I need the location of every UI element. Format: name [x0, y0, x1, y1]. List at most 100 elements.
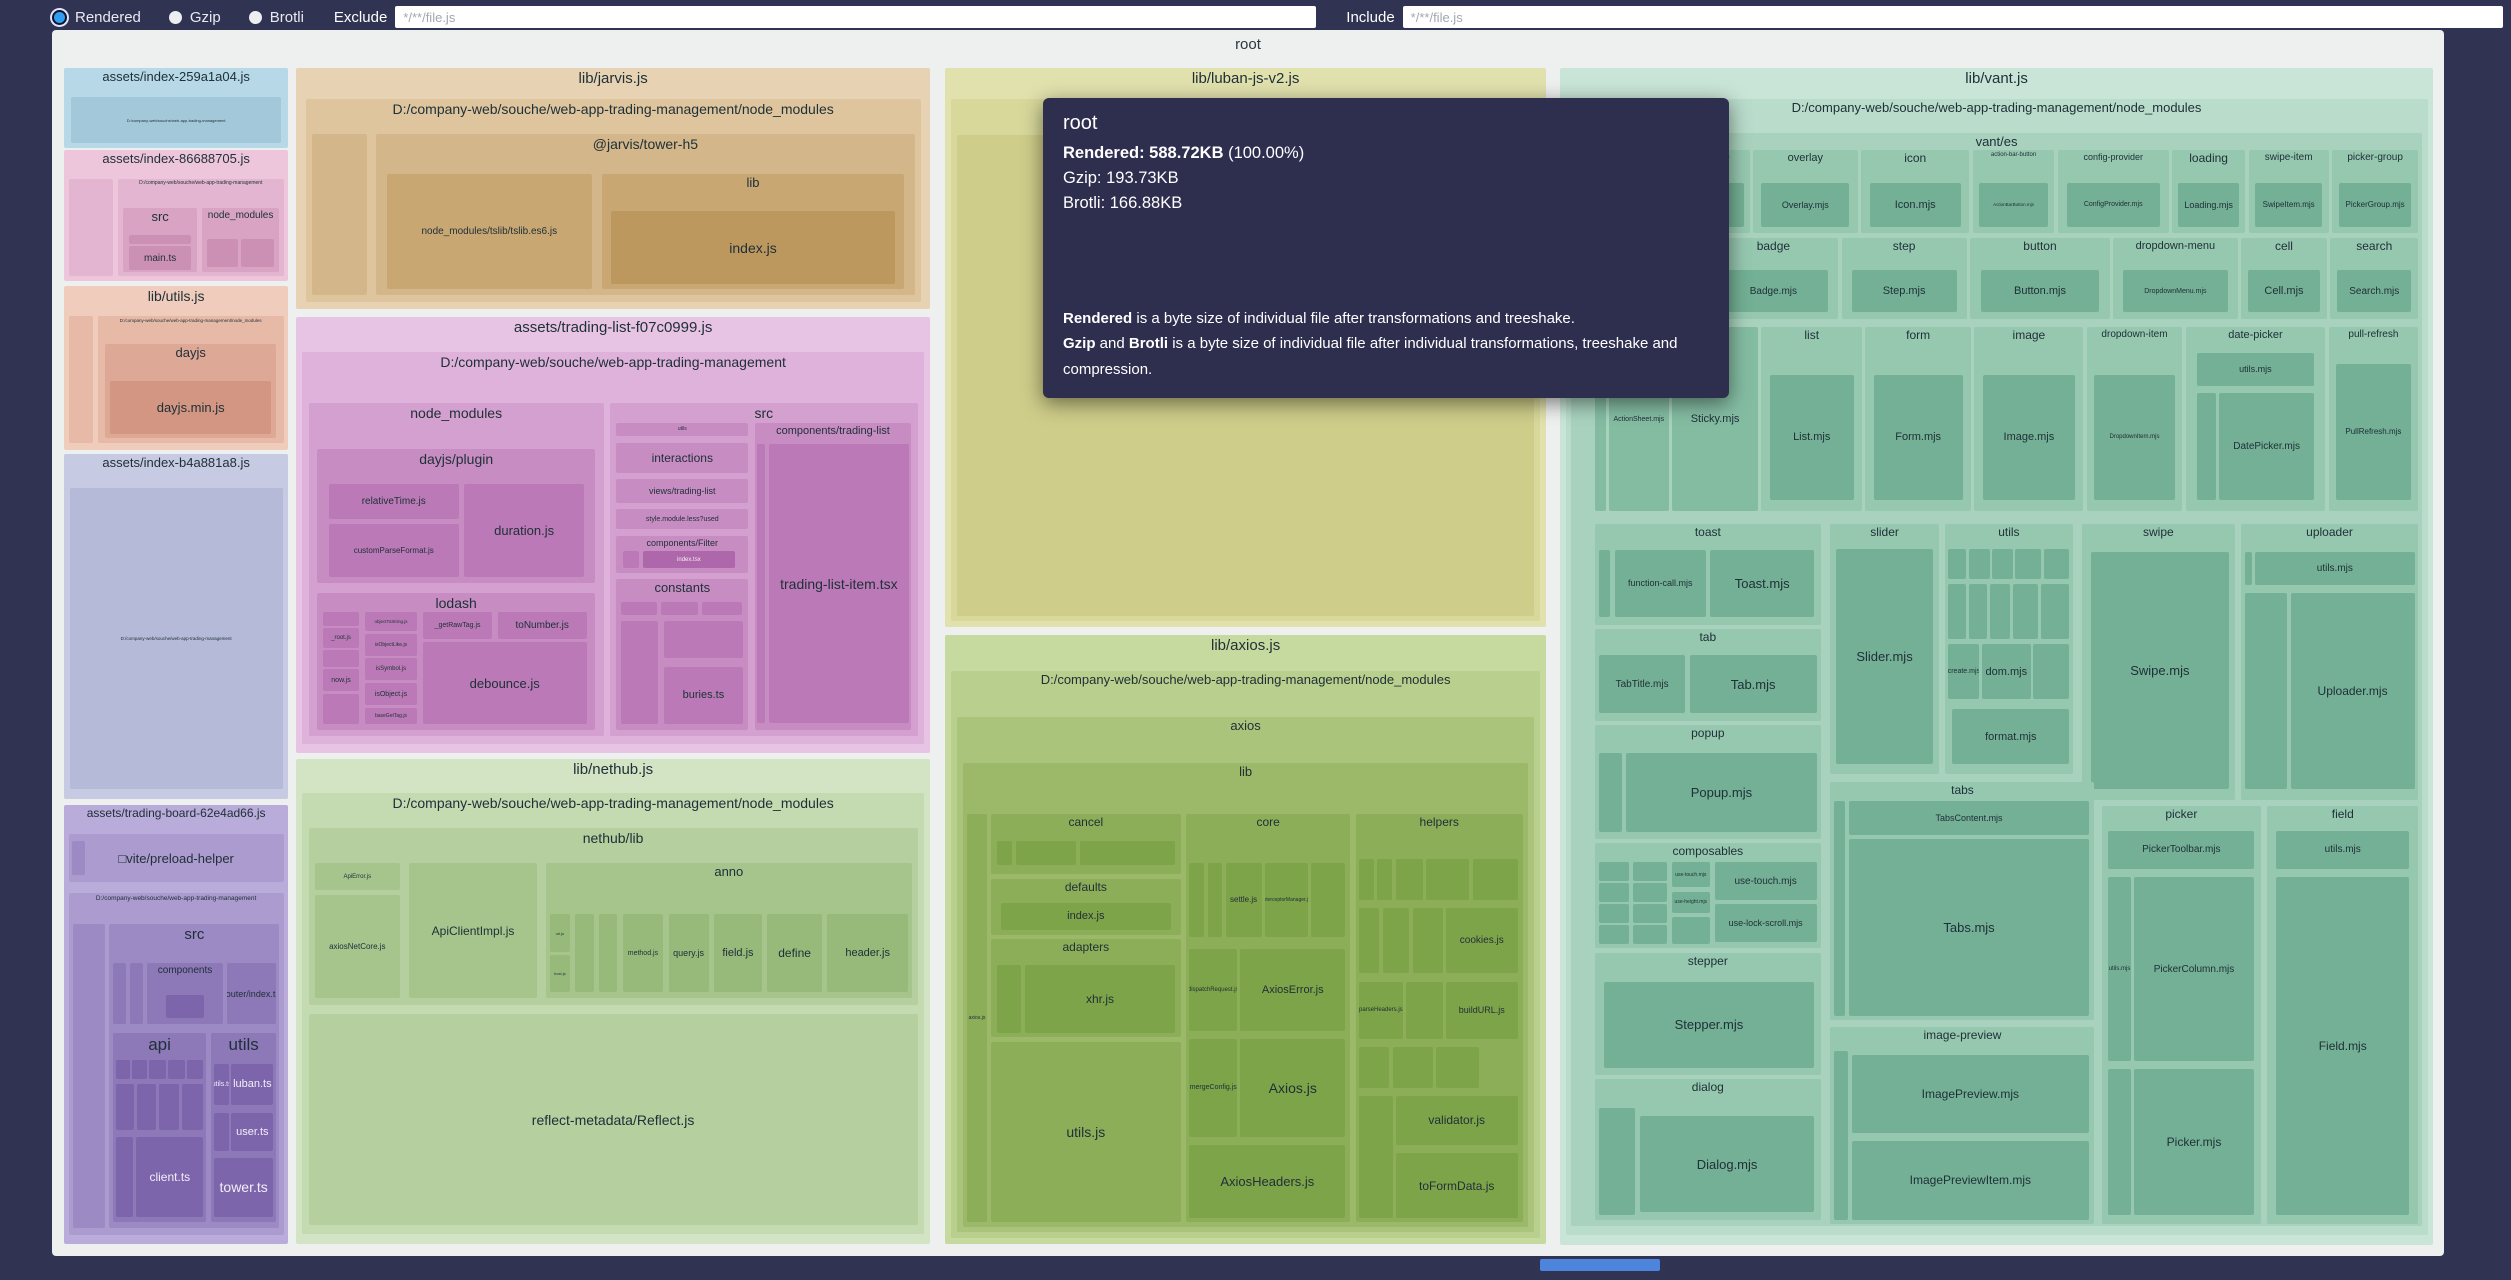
- treemap-leaf[interactable]: ImagePreview.mjs: [1851, 1054, 2090, 1134]
- treemap-leaf[interactable]: index.tsx: [642, 551, 736, 569]
- treemap-leaf[interactable]: List.mjs: [1769, 375, 1854, 500]
- treemap-leaf[interactable]: [1594, 327, 1606, 511]
- treemap-leaf[interactable]: toFormData.js: [1395, 1153, 1518, 1219]
- treemap-leaf[interactable]: client.ts: [136, 1137, 204, 1217]
- treemap-leaf[interactable]: _root.js: [322, 628, 360, 648]
- treemap-leaf[interactable]: [240, 238, 275, 267]
- treemap-leaf[interactable]: use-touch.mjs: [1714, 862, 1817, 900]
- treemap-group[interactable]: date-picker utils.mjs DatePicker.mjs: [2185, 327, 2326, 511]
- treemap-leaf[interactable]: interactions: [616, 442, 749, 473]
- treemap-leaf[interactable]: now.js: [322, 669, 360, 692]
- treemap-group[interactable]: image Image.mjs: [1974, 327, 2084, 511]
- treemap-leaf[interactable]: [129, 963, 144, 1025]
- treemap-leaf[interactable]: [1015, 841, 1077, 866]
- treemap-group[interactable]: toast function-call.mjs Toast.mjs: [1594, 524, 1822, 625]
- treemap-leaf[interactable]: Image.mjs: [1983, 375, 2075, 500]
- treemap-leaf[interactable]: D:/company-web/souche/web-app-trading-ma…: [70, 96, 282, 144]
- group-trading-board[interactable]: assets/trading-board-62e4ad66.js □vite/pr…: [64, 805, 289, 1245]
- treemap-group[interactable]: composables use-touch.mjs use-height.mjs us…: [1594, 843, 1822, 949]
- treemap-group[interactable]: dropdown-item DropdownItem.mjs: [2086, 327, 2183, 511]
- treemap-leaf[interactable]: parseHeaders.js: [1359, 981, 1403, 1039]
- treemap-group[interactable]: dialog Dialog.mjs: [1594, 1079, 1822, 1221]
- treemap-leaf[interactable]: [575, 914, 594, 993]
- treemap-leaf[interactable]: [1834, 1050, 1848, 1220]
- treemap-leaf[interactable]: Loading.mjs: [2177, 183, 2240, 227]
- treemap-group[interactable]: node_modules: [202, 208, 279, 273]
- treemap-leaf[interactable]: baseGetTag.js: [364, 707, 418, 725]
- treemap-group[interactable]: step Step.mjs: [1841, 237, 1967, 319]
- group-index-259a1a04[interactable]: assets/index-259a1a04.js D:/company-web/s…: [64, 68, 289, 149]
- treemap-leaf[interactable]: [2041, 584, 2070, 640]
- treemap-group[interactable]: cell Cell.mjs: [2240, 237, 2327, 319]
- treemap-group[interactable]: constants buries.ts: [616, 579, 749, 730]
- treemap-leaf[interactable]: [663, 621, 744, 658]
- treemap-leaf[interactable]: [1207, 863, 1223, 937]
- treemap-leaf[interactable]: Popup.mjs: [1626, 752, 1817, 833]
- treemap-group[interactable]: D:/company-web/souche/web-app-trading-ma…: [302, 792, 924, 1235]
- treemap-leaf[interactable]: Tabs.mjs: [1848, 839, 2090, 1016]
- treemap-leaf[interactable]: buildURL.js: [1445, 981, 1518, 1039]
- treemap-leaf[interactable]: [1359, 859, 1375, 900]
- treemap-leaf[interactable]: [186, 1059, 204, 1079]
- treemap-leaf[interactable]: [1395, 859, 1423, 900]
- treemap-leaf[interactable]: [756, 444, 765, 724]
- treemap-leaf[interactable]: [2015, 549, 2042, 580]
- treemap-leaf[interactable]: [115, 1084, 135, 1130]
- treemap-leaf[interactable]: utils.mjs: [2276, 831, 2410, 869]
- exclude-input[interactable]: [395, 6, 1317, 28]
- treemap-leaf[interactable]: AxiosHeaders.js: [1189, 1144, 1346, 1219]
- treemap-leaf[interactable]: TabTitle.mjs: [1599, 654, 1686, 714]
- treemap-group[interactable]: dropdown-menu DropdownMenu.mjs: [2113, 237, 2238, 319]
- treemap-leaf[interactable]: style.module.less?used: [616, 509, 749, 530]
- treemap-leaf[interactable]: function-call.mjs: [1614, 550, 1706, 617]
- treemap-leaf[interactable]: PickerGroup.mjs: [2338, 183, 2412, 227]
- treemap-leaf[interactable]: [1382, 908, 1410, 974]
- treemap-group[interactable]: stepper Stepper.mjs: [1594, 952, 1822, 1076]
- treemap-leaf[interactable]: [112, 963, 127, 1025]
- treemap-leaf[interactable]: Field.mjs: [2276, 877, 2410, 1216]
- treemap-leaf[interactable]: luban.ts: [231, 1063, 274, 1106]
- treemap-leaf[interactable]: [1310, 863, 1346, 937]
- treemap-leaf[interactable]: [1633, 883, 1668, 903]
- treemap-leaf[interactable]: [1599, 904, 1629, 924]
- treemap-group[interactable]: form Form.mjs: [1865, 327, 1971, 511]
- treemap-group[interactable]: lib index.js: [602, 174, 904, 289]
- treemap-group[interactable]: D:/company-web/souche/web-app-trading-ma…: [951, 671, 1540, 1238]
- treemap-leaf[interactable]: main.ts: [128, 246, 192, 270]
- treemap-group[interactable]: src utils interactions views/trading-list st…: [610, 402, 918, 737]
- treemap-leaf[interactable]: PickerColumn.mjs: [2133, 877, 2255, 1061]
- treemap-group[interactable]: swipe-item SwipeItem.mjs: [2248, 150, 2329, 234]
- treemap-leaf[interactable]: [1405, 981, 1443, 1039]
- treemap-leaf[interactable]: Icon.mjs: [1869, 183, 1961, 227]
- treemap-group[interactable]: action-bar-button ActionBarButton.mjs: [1972, 150, 2055, 234]
- treemap-leaf[interactable]: use-touch.mjs: [1671, 862, 1711, 888]
- treemap-leaf[interactable]: [1599, 883, 1629, 903]
- treemap-group[interactable]: src components router/index.ts api client.ts…: [109, 923, 280, 1229]
- treemap-leaf[interactable]: Axios.js: [1240, 1038, 1346, 1137]
- treemap-leaf[interactable]: [621, 621, 659, 724]
- treemap-leaf[interactable]: [128, 234, 192, 244]
- treemap-leaf[interactable]: Tab.mjs: [1689, 654, 1817, 714]
- treemap-leaf[interactable]: [1671, 916, 1711, 945]
- treemap-group[interactable]: pull-refresh PullRefresh.mjs: [2328, 327, 2419, 511]
- treemap-group[interactable]: lodash _root.js now.js objectToString.js isO…: [317, 592, 595, 730]
- treemap-group[interactable]: utils create.mjs dom.mjs format.mjs: [1944, 524, 2074, 775]
- treemap-leaf[interactable]: [599, 914, 618, 993]
- treemap-leaf[interactable]: Uploader.mjs: [2290, 592, 2415, 789]
- treemap-leaf[interactable]: InterceptorManager.js: [1264, 863, 1308, 937]
- treemap-leaf[interactable]: [996, 964, 1022, 1033]
- treemap-leaf[interactable]: relativeTime.js: [328, 484, 459, 519]
- treemap-leaf[interactable]: customParseFormat.js: [328, 524, 459, 578]
- group-lib-nethub[interactable]: lib/nethub.js D:/company-web/souche/web-a…: [296, 758, 931, 1245]
- treemap-leaf[interactable]: host.js: [549, 954, 570, 993]
- treemap-leaf[interactable]: isSymbol.js: [364, 658, 418, 681]
- treemap-group[interactable]: defaults index.js: [991, 879, 1181, 935]
- treemap-group[interactable]: utils utils.ts luban.ts user.ts tower.ts: [211, 1033, 276, 1223]
- treemap-leaf[interactable]: Cell.mjs: [2247, 269, 2321, 313]
- treemap-group[interactable]: icon Icon.mjs: [1861, 150, 1970, 234]
- treemap-leaf[interactable]: [622, 551, 639, 569]
- treemap-leaf[interactable]: D:/company-web/souche/web-app-trading-ma…: [69, 488, 283, 790]
- treemap-leaf[interactable]: [1377, 859, 1393, 900]
- treemap-leaf[interactable]: [1599, 550, 1611, 617]
- treemap-group[interactable]: picker PickerToolbar.mjs utils.mjs PickerCo…: [2102, 806, 2261, 1224]
